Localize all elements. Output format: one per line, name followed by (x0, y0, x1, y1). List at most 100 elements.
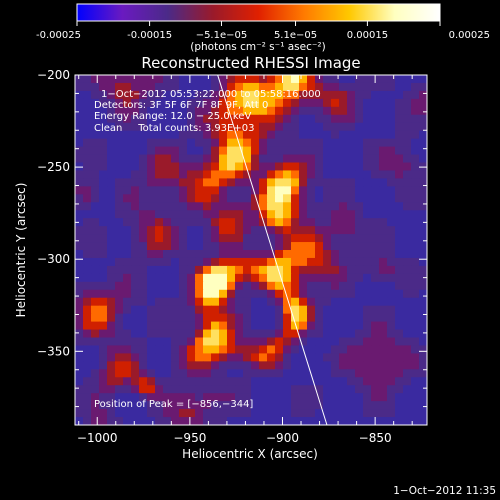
heatmap-cell (91, 297, 100, 307)
heatmap-cell (371, 146, 380, 156)
heatmap-cell (251, 122, 260, 132)
heatmap-cell (75, 393, 84, 402)
heatmap-cell (331, 162, 340, 172)
heatmap-cell (235, 361, 244, 370)
heatmap-cell (243, 82, 252, 92)
heatmap-cell (259, 369, 268, 378)
heatmap-cell (107, 170, 116, 179)
heatmap-cell (211, 250, 220, 259)
heatmap-cell (355, 98, 364, 108)
heatmap-cell (91, 289, 100, 299)
heatmap-cell (83, 218, 92, 227)
heatmap-cell (155, 369, 164, 378)
heatmap-cell (251, 186, 260, 195)
heatmap-cell (91, 186, 100, 195)
heatmap-cell (355, 210, 364, 219)
heatmap-cell (307, 393, 316, 402)
heatmap-cell (91, 114, 100, 124)
heatmap-cell (371, 194, 380, 203)
heatmap-cell (139, 242, 148, 251)
heatmap-cell (235, 98, 244, 108)
heatmap-cell (203, 202, 212, 211)
heatmap-cell (163, 154, 172, 164)
heatmap-cell (139, 210, 148, 219)
heatmap-cell (179, 162, 188, 172)
heatmap-cell (371, 377, 380, 386)
heatmap-cell (155, 226, 164, 235)
heatmap-cell (363, 401, 372, 410)
heatmap-cell (355, 162, 364, 172)
heatmap-cell (243, 210, 252, 219)
heatmap-cell (371, 130, 380, 140)
heatmap-cell (315, 82, 324, 92)
heatmap-cell (195, 234, 204, 243)
heatmap-cell (275, 234, 284, 243)
heatmap-cell (347, 329, 356, 339)
heatmap-cell (291, 297, 300, 307)
heatmap-cell (419, 385, 427, 394)
heatmap-cell (291, 313, 300, 323)
heatmap-cell (107, 257, 116, 267)
heatmap-cell (411, 170, 420, 179)
heatmap-cell (379, 130, 388, 140)
annotation-clean-total: Clean Total counts: 3.93E+03 (94, 123, 254, 134)
heatmap-cell (411, 385, 420, 394)
heatmap-cell (251, 281, 260, 291)
heatmap-cell (339, 281, 348, 291)
heatmap-cell (131, 122, 140, 132)
heatmap-cell (363, 273, 372, 283)
heatmap-cell (163, 242, 172, 251)
heatmap-cell (259, 289, 268, 299)
heatmap-cell (187, 82, 196, 92)
heatmap-cell (347, 377, 356, 386)
heatmap-cell (131, 90, 140, 100)
heatmap-cell (251, 75, 260, 84)
heatmap-cell (403, 337, 412, 347)
heatmap-cell (155, 154, 164, 164)
heatmap-cell (147, 194, 156, 203)
heatmap-cell (203, 130, 212, 140)
heatmap-cell (99, 90, 108, 100)
heatmap-cell (123, 138, 132, 148)
heatmap-cell (251, 194, 260, 203)
heatmap-cell (211, 138, 220, 148)
heatmap-cell (139, 281, 148, 291)
heatmap-cell (163, 114, 172, 124)
heatmap-cell (387, 242, 396, 251)
heatmap-cell (147, 417, 156, 425)
heatmap-cell (107, 329, 116, 339)
heatmap-cell (307, 154, 316, 164)
heatmap-cell (387, 178, 396, 187)
heatmap-cell (411, 138, 420, 148)
heatmap-cell (251, 305, 260, 315)
heatmap-cell (195, 273, 204, 283)
heatmap-cell (123, 130, 132, 140)
heatmap-cell (115, 257, 124, 267)
heatmap-cell (259, 281, 268, 291)
heatmap-cell (195, 393, 204, 402)
heatmap-cell (115, 98, 124, 108)
heatmap-cell (139, 114, 148, 124)
heatmap-cell (139, 385, 148, 394)
heatmap-cell (371, 321, 380, 331)
heatmap-cell (331, 98, 340, 108)
heatmap-cell (99, 202, 108, 211)
heatmap-cell (395, 305, 404, 315)
heatmap-cell (163, 329, 172, 339)
heatmap-cell (291, 82, 300, 92)
heatmap-cell (235, 409, 244, 418)
heatmap-cell (131, 186, 140, 195)
heatmap-cell (267, 385, 276, 394)
heatmap-cell (387, 377, 396, 386)
heatmap-cell (203, 75, 212, 84)
heatmap-cell (363, 361, 372, 370)
heatmap-cell (163, 265, 172, 275)
heatmap-cell (395, 321, 404, 331)
heatmap-cell (123, 194, 132, 203)
heatmap-cell (179, 194, 188, 203)
heatmap-cell (323, 305, 332, 315)
heatmap-cell (219, 162, 228, 172)
heatmap-cell (339, 345, 348, 354)
heatmap-cell (315, 138, 324, 148)
heatmap-cell (115, 218, 124, 227)
